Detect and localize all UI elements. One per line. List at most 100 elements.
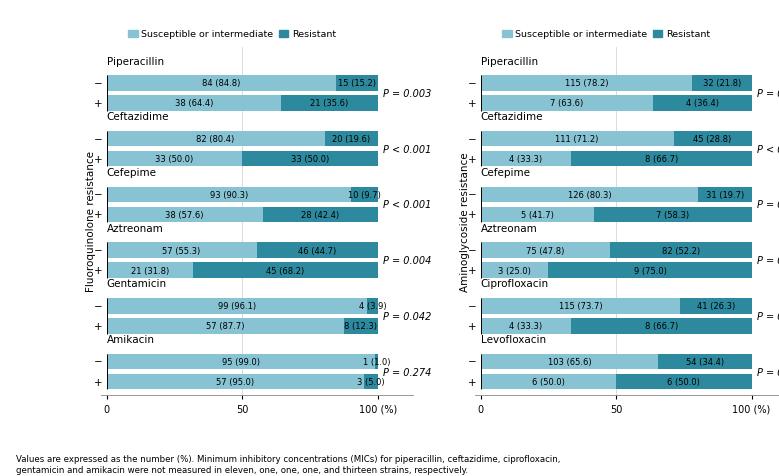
Text: P = 0.042: P = 0.042 [383,311,432,321]
Text: P = 0.347: P = 0.347 [757,89,779,99]
Text: Levofloxacin: Levofloxacin [481,335,546,345]
Text: Aztreonam: Aztreonam [481,223,538,233]
Text: 46 (44.7): 46 (44.7) [298,246,337,255]
Text: −: − [94,79,103,89]
Text: +: + [94,210,103,220]
Bar [481,318,571,334]
Bar [481,131,674,147]
Text: −: − [468,79,477,89]
Text: 115 (78.2): 115 (78.2) [565,79,608,88]
Text: Amikacin: Amikacin [107,335,155,345]
Text: −: − [468,246,477,256]
Text: Ceftazidime: Ceftazidime [481,112,543,122]
Text: −: − [468,301,477,311]
Text: +: + [94,266,103,276]
Text: 99 (96.1): 99 (96.1) [218,302,256,311]
Bar [344,318,378,334]
Bar [571,151,752,167]
Text: P < 0.001: P < 0.001 [383,200,432,210]
Text: 9 (75.0): 9 (75.0) [633,266,666,275]
Text: 31 (19.7): 31 (19.7) [706,190,744,199]
Bar [364,374,378,389]
Bar [375,354,378,369]
Text: 21 (31.8): 21 (31.8) [131,266,169,275]
Text: P < 0.001: P < 0.001 [383,144,432,154]
Text: 84 (84.8): 84 (84.8) [203,79,241,88]
Bar [616,374,752,389]
Text: 3 (25.0): 3 (25.0) [498,266,531,275]
Text: +: + [468,266,477,276]
Bar [337,76,378,91]
Bar [107,131,325,147]
Text: 57 (95.0): 57 (95.0) [217,377,255,386]
Bar [548,263,752,278]
Text: 4 (33.3): 4 (33.3) [509,155,542,164]
Text: Piperacillin: Piperacillin [481,57,538,67]
Bar [281,96,378,111]
Text: 4 (33.3): 4 (33.3) [509,322,542,331]
Bar [653,96,752,111]
Bar [481,76,693,91]
Bar [658,354,752,369]
Text: 4 (36.4): 4 (36.4) [686,99,719,108]
Legend: Susceptible or intermediate, Resistant: Susceptible or intermediate, Resistant [502,30,710,40]
Bar [107,298,367,314]
Bar [481,187,698,203]
Text: 20 (19.6): 20 (19.6) [332,135,370,144]
Text: 45 (68.2): 45 (68.2) [266,266,305,275]
Text: 5 (41.7): 5 (41.7) [520,210,554,219]
Text: 41 (26.3): 41 (26.3) [696,302,735,311]
Text: Cefepime: Cefepime [107,168,157,178]
Text: 38 (64.4): 38 (64.4) [174,99,213,108]
Bar [610,243,752,258]
Text: 15 (15.2): 15 (15.2) [338,79,376,88]
Bar [107,207,263,223]
Bar [193,263,378,278]
Text: 57 (55.3): 57 (55.3) [163,246,201,255]
Text: 57 (87.7): 57 (87.7) [206,322,245,331]
Text: 10 (9.7): 10 (9.7) [348,190,381,199]
Bar [693,76,752,91]
Text: Ceftazidime: Ceftazidime [107,112,169,122]
Text: 6 (50.0): 6 (50.0) [668,377,700,386]
Text: 4 (3.9): 4 (3.9) [358,302,386,311]
Bar [242,151,378,167]
Text: +: + [94,377,103,387]
Text: +: + [468,210,477,220]
Text: Ciprofloxacin: Ciprofloxacin [481,279,548,289]
Text: P = 0.006: P = 0.006 [757,200,779,210]
Bar [107,187,351,203]
Bar [351,187,378,203]
Text: Aztreonam: Aztreonam [107,223,164,233]
Bar [680,298,752,314]
Text: +: + [94,321,103,331]
Text: 103 (65.6): 103 (65.6) [548,357,591,366]
Bar [367,298,378,314]
Text: 95 (99.0): 95 (99.0) [222,357,260,366]
Bar [481,374,616,389]
Legend: Susceptible or intermediate, Resistant: Susceptible or intermediate, Resistant [129,30,336,40]
Bar [674,131,752,147]
Bar [107,96,281,111]
Text: 3 (5.0): 3 (5.0) [357,377,385,386]
Text: 45 (28.8): 45 (28.8) [693,135,731,144]
Bar [481,354,658,369]
Bar [481,207,594,223]
Bar [481,243,610,258]
Y-axis label: Fluoroquinolone resistance: Fluoroquinolone resistance [86,151,96,292]
Text: −: − [468,134,477,144]
Text: Piperacillin: Piperacillin [107,57,164,67]
Text: 1 (1.0): 1 (1.0) [362,357,390,366]
Bar [107,151,242,167]
Text: −: − [94,246,103,256]
Bar [481,298,680,314]
Text: 8 (66.7): 8 (66.7) [644,155,678,164]
Text: −: − [94,301,103,311]
Text: −: − [94,190,103,200]
Text: −: − [94,357,103,367]
Text: 28 (42.4): 28 (42.4) [301,210,340,219]
Text: +: + [94,154,103,164]
Text: 38 (57.6): 38 (57.6) [165,210,204,219]
Text: P = 0.011: P = 0.011 [757,311,779,321]
Text: 8 (66.7): 8 (66.7) [644,322,678,331]
